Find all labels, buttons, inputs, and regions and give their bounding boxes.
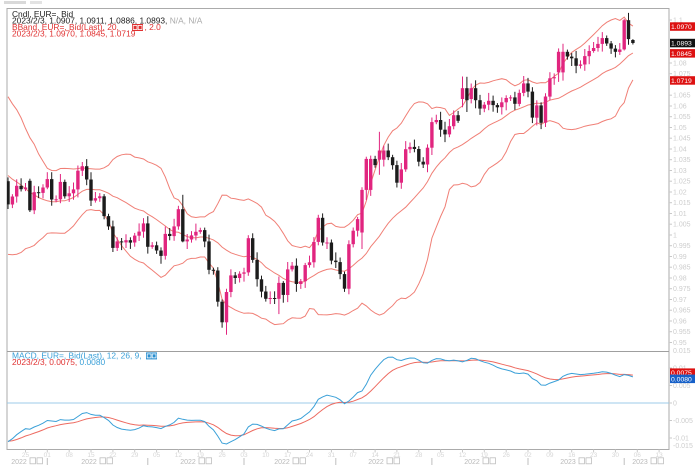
svg-text:1.0845: 1.0845 (671, 51, 692, 58)
svg-text:0.95: 0.95 (673, 340, 687, 347)
svg-text:1.045: 1.045 (673, 136, 691, 143)
svg-text:1.03: 1.03 (673, 168, 687, 175)
svg-text:0.995: 0.995 (673, 243, 691, 250)
svg-text:02: 02 (524, 452, 532, 459)
svg-text:12: 12 (175, 452, 183, 459)
svg-text:2022: 2022 (274, 459, 290, 466)
svg-text:23: 23 (590, 452, 598, 459)
svg-text:0.965: 0.965 (673, 308, 691, 315)
svg-text:0.955: 0.955 (673, 329, 691, 336)
svg-text:05: 05 (437, 452, 445, 459)
svg-text:1.05: 1.05 (673, 125, 687, 132)
svg-text:1.035: 1.035 (673, 157, 691, 164)
svg-text:19: 19 (197, 452, 205, 459)
svg-text:0.985: 0.985 (673, 265, 691, 272)
svg-text:0.97: 0.97 (673, 297, 687, 304)
svg-text:2022: 2022 (180, 459, 196, 466)
svg-text:, 2.0: , 2.0 (145, 22, 162, 32)
svg-text:2022: 2022 (11, 459, 27, 466)
svg-text:26: 26 (218, 452, 226, 459)
svg-text:MACD, EUR=, Bid(Last), 12, 26,: MACD, EUR=, Bid(Last), 12, 26, 9, (12, 351, 142, 361)
svg-text:0.975: 0.975 (673, 286, 691, 293)
svg-text:31: 31 (328, 452, 336, 459)
svg-text:0: 0 (673, 401, 677, 408)
svg-text:1.055: 1.055 (673, 114, 691, 121)
svg-text:Cndl, EUR=, Bid: Cndl, EUR=, Bid (12, 9, 74, 19)
svg-text:05: 05 (153, 452, 161, 459)
svg-text:24: 24 (306, 452, 314, 459)
svg-text:1.02: 1.02 (673, 190, 687, 197)
svg-text:1.0719: 1.0719 (671, 78, 692, 85)
svg-text:06: 06 (634, 452, 642, 459)
svg-text:07: 07 (350, 452, 358, 459)
svg-text:1.01: 1.01 (673, 211, 687, 218)
svg-text:1: 1 (673, 233, 677, 240)
svg-text:1.0970: 1.0970 (671, 24, 692, 31)
svg-text:0.0075: 0.0075 (671, 370, 692, 377)
svg-text:21: 21 (393, 452, 401, 459)
svg-text:30: 30 (612, 452, 620, 459)
svg-text:29: 29 (131, 452, 139, 459)
svg-text:2023/2/3, 1.0907, 1.0911, 1.08: 2023/2/3, 1.0907, 1.0911, 1.0886, 1.0893… (12, 15, 203, 25)
svg-text:19: 19 (481, 452, 489, 459)
svg-text:25: 25 (22, 452, 30, 459)
svg-text:1.1: 1.1 (673, 18, 683, 25)
svg-text:2023: 2023 (632, 459, 648, 466)
svg-text:2023: 2023 (560, 459, 576, 466)
svg-text:0.96: 0.96 (673, 319, 687, 326)
svg-text:1.08: 1.08 (673, 61, 687, 68)
svg-text:BBand, EUR=, Bid(Last), 20,: BBand, EUR=, Bid(Last), 20, (12, 22, 119, 32)
svg-text:2023/2/3, 1.0970, 1.0845, 1.07: 2023/2/3, 1.0970, 1.0845, 1.0719 (12, 29, 136, 39)
svg-text:2022: 2022 (368, 459, 384, 466)
svg-text:2022: 2022 (464, 459, 480, 466)
svg-text:15: 15 (87, 452, 95, 459)
svg-text:0.005: 0.005 (673, 383, 691, 390)
svg-text:0.0080: 0.0080 (671, 376, 692, 383)
svg-text:1.0893: 1.0893 (671, 41, 692, 48)
svg-text:1.005: 1.005 (673, 222, 691, 229)
svg-text:26: 26 (503, 452, 511, 459)
svg-text:2022: 2022 (81, 459, 97, 466)
svg-text:13: 13 (655, 452, 663, 459)
svg-text:22: 22 (109, 452, 117, 459)
svg-text:1.075: 1.075 (673, 71, 691, 78)
svg-text:0.99: 0.99 (673, 254, 687, 261)
svg-text:2023/2/3, 0.0075, 0.0080: 2023/2/3, 0.0075, 0.0080 (12, 357, 105, 367)
svg-text:16: 16 (568, 452, 576, 459)
svg-text:01: 01 (44, 452, 52, 459)
svg-text:10: 10 (262, 452, 270, 459)
svg-text:14: 14 (371, 452, 379, 459)
svg-text:0.015: 0.015 (673, 348, 691, 355)
svg-text:-0.015: -0.015 (673, 443, 693, 450)
svg-text:03: 03 (240, 452, 248, 459)
svg-text:-0.005: -0.005 (673, 418, 693, 425)
svg-text:1.025: 1.025 (673, 179, 691, 186)
svg-text:1.06: 1.06 (673, 104, 687, 111)
svg-text:17: 17 (284, 452, 292, 459)
svg-text:12: 12 (459, 452, 467, 459)
svg-text:1.04: 1.04 (673, 147, 687, 154)
svg-text:09: 09 (546, 452, 554, 459)
svg-text:1.015: 1.015 (673, 200, 691, 207)
svg-text:28: 28 (415, 452, 423, 459)
svg-text:08: 08 (66, 452, 74, 459)
svg-text:1.065: 1.065 (673, 93, 691, 100)
svg-text:-0.01: -0.01 (673, 436, 689, 443)
svg-text:0.98: 0.98 (673, 276, 687, 283)
